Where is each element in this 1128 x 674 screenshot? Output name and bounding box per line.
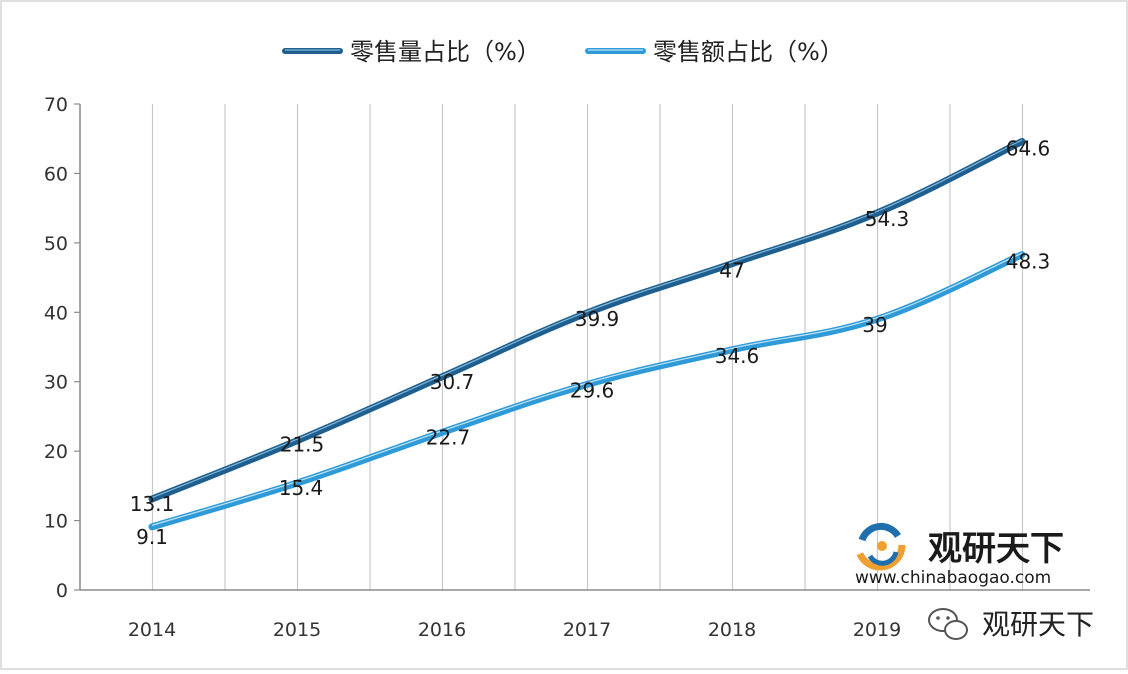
y-tick-label: 0 — [56, 580, 68, 602]
data-label: 54.3 — [865, 207, 910, 231]
y-tick-label: 60 — [44, 163, 68, 185]
grid — [79, 104, 1024, 590]
legend: 零售量占比（%） 零售额占比（%） — [282, 38, 844, 66]
watermark-url: www.chinabaogao.com — [855, 568, 1051, 588]
x-tick-label: 2015 — [273, 619, 321, 641]
series-line-highlight-0 — [151, 139, 1023, 499]
y-tick-label: 30 — [44, 372, 68, 394]
series-line-1 — [148, 251, 1026, 531]
data-label: 64.6 — [1006, 136, 1051, 160]
series — [148, 137, 1026, 531]
x-tick-label: 2019 — [853, 619, 901, 641]
watermark-bottom-label: 观研天下 — [982, 608, 1094, 641]
x-tick-label: 2014 — [128, 619, 176, 641]
data-label: 34.6 — [715, 344, 760, 368]
data-label: 39.9 — [575, 307, 620, 331]
y-tick-label: 50 — [44, 233, 68, 255]
legend-label-volume: 零售量占比（%） — [350, 38, 541, 66]
data-label: 47 — [719, 259, 744, 283]
data-label: 9.1 — [136, 525, 168, 549]
legend-label-value: 零售额占比（%） — [653, 38, 844, 66]
data-label: 39 — [862, 313, 887, 337]
y-tick-label: 40 — [44, 302, 68, 324]
y-tick-label: 70 — [44, 94, 68, 116]
watermark-brand-name: 观研天下 — [928, 529, 1064, 569]
data-label: 29.6 — [570, 378, 615, 402]
wechat-icon — [928, 608, 968, 640]
data-label: 48.3 — [1006, 250, 1051, 274]
data-label: 13.1 — [130, 492, 175, 516]
data-label: 21.5 — [280, 433, 325, 457]
x-tick-label: 2018 — [708, 619, 756, 641]
data-label: 30.7 — [430, 370, 475, 394]
series-line-highlight-1 — [151, 252, 1023, 526]
y-tick-label: 10 — [44, 511, 68, 533]
x-tick-label: 2017 — [563, 619, 611, 641]
series-line-0 — [148, 137, 1026, 503]
y-tick-label: 20 — [44, 441, 68, 463]
x-tick-label: 2016 — [418, 619, 466, 641]
data-label: 15.4 — [279, 476, 324, 500]
data-labels: 13.1 21.5 30.7 39.9 47 54.3 64.6 9.1 15.4 22.7 29.… — [130, 136, 1051, 548]
legend-item-volume: 零售量占比（%） — [282, 38, 541, 66]
data-label: 22.7 — [426, 425, 471, 449]
legend-item-value: 零售额占比（%） — [585, 38, 844, 66]
watermark: 观研天下 www.chinabaogao.com 观研天下 — [854, 519, 1094, 641]
axes: 0 10 20 30 40 50 60 70 2014 2015 2016 2017 2018 2019 — [44, 94, 1090, 641]
swirl-logo-icon — [854, 519, 906, 571]
